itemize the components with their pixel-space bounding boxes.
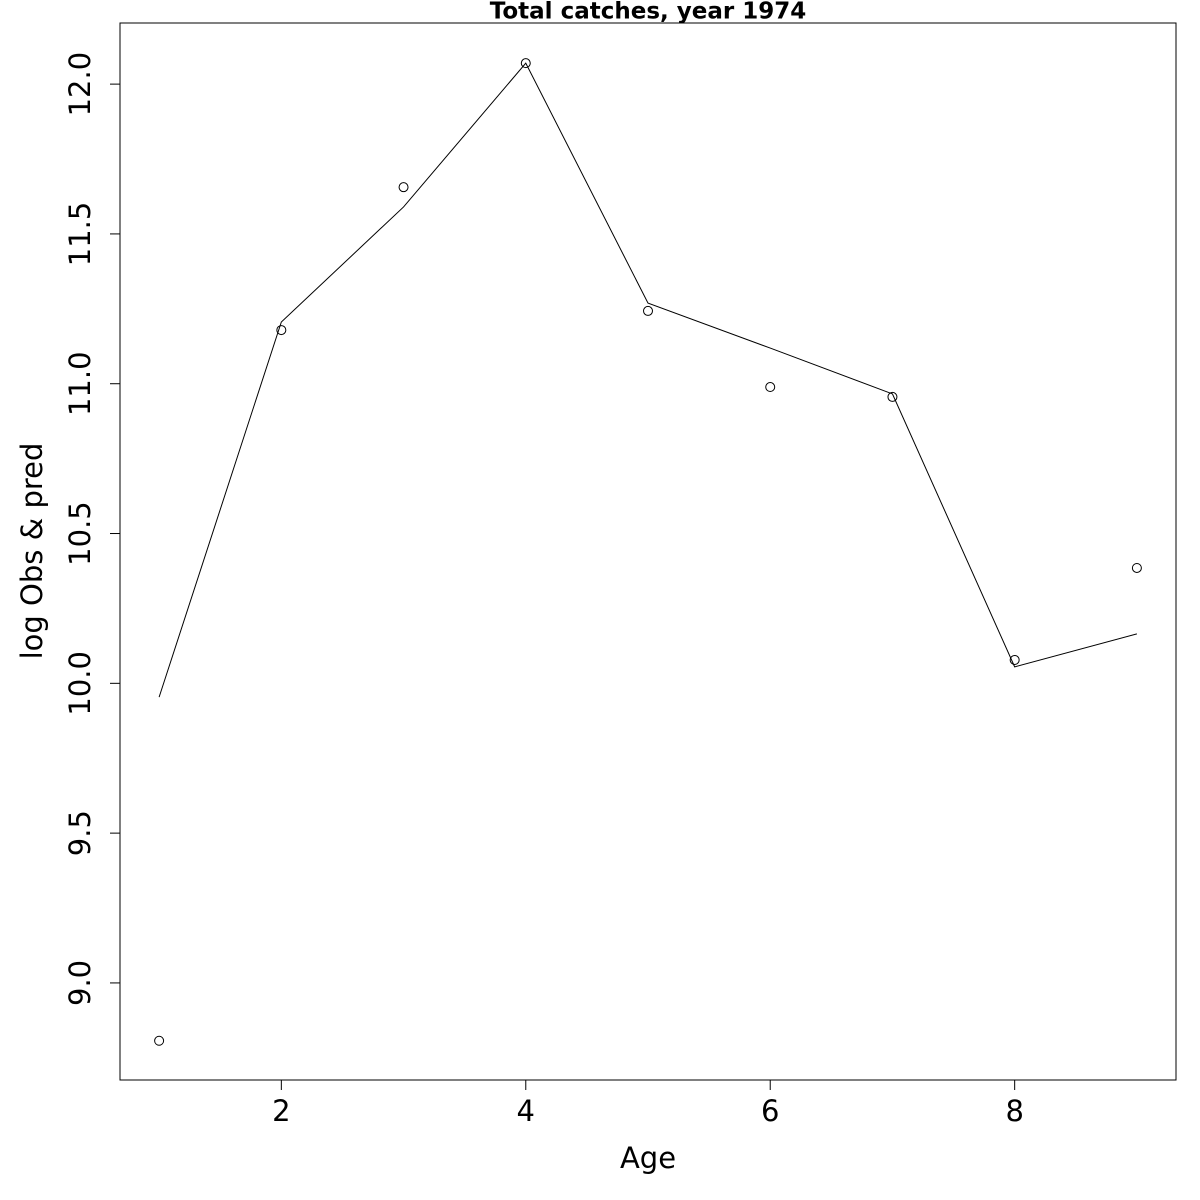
obs-point <box>1131 562 1142 573</box>
x-tick-label: 2 <box>272 1094 290 1128</box>
y-tick-label: 11.0 <box>63 351 97 416</box>
obs-point <box>398 182 409 193</box>
y-axis-title: log Obs & pred <box>15 443 49 660</box>
obs-point <box>520 58 531 69</box>
obs-point <box>643 305 653 316</box>
pred-line <box>158 62 1138 698</box>
y-tick-label: 11.5 <box>63 202 97 267</box>
y-tick-label: 10.5 <box>63 501 97 566</box>
obs-point <box>765 382 776 393</box>
y-tick-label: 9.5 <box>63 810 97 856</box>
chart-title: Total catches, year 1974 <box>490 0 807 25</box>
obs-point <box>887 391 898 402</box>
x-tick-label: 6 <box>761 1094 779 1128</box>
obs-point <box>276 325 287 336</box>
obs-point <box>1009 654 1020 665</box>
plot-box <box>119 22 1177 1081</box>
x-axis-title: Age <box>620 1141 676 1175</box>
y-tick-label: 12.0 <box>63 52 97 117</box>
y-tick-label: 9.0 <box>63 960 97 1006</box>
y-tick-label: 10.0 <box>63 651 97 716</box>
obs-point <box>154 1035 165 1046</box>
x-tick-label: 8 <box>1005 1094 1023 1128</box>
x-tick-label: 4 <box>517 1094 535 1128</box>
